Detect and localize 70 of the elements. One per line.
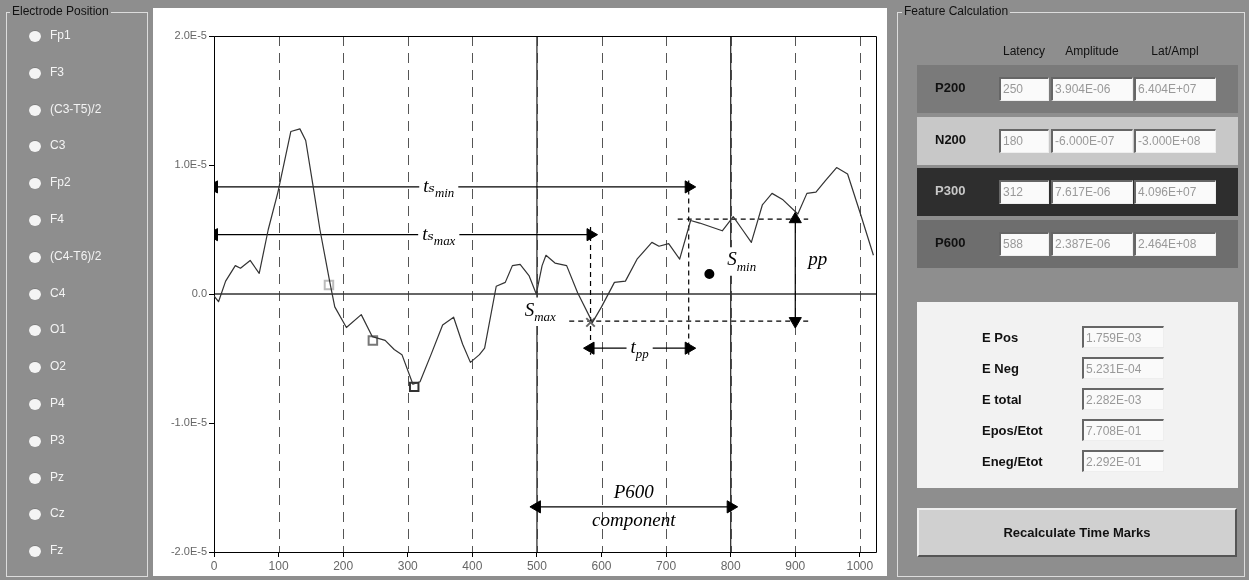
x-tick-label: 1000 [846,558,874,573]
text-field: 7.617E-06 [1051,180,1133,204]
text: Electrode Position [10,4,111,18]
text-field: 2.464E+08 [1134,231,1216,256]
text-field: 2.282E-03 [1082,388,1164,410]
y-tick-label: 2.0E-5 [174,29,207,42]
category-label: Fp1 [50,28,71,42]
text: Epos/Etot [982,423,1043,438]
y-tick-label: 1.0E-5 [174,158,207,171]
point [367,335,379,346]
x-tick-label: 400 [462,558,483,573]
text-field: 3.904E-06 [1051,77,1133,101]
point [408,381,420,393]
x-tick-label: 200 [333,558,354,573]
text-field: 250 [999,77,1049,101]
point [704,269,715,280]
category-label: N200 [935,131,967,147]
x-tick-label: 600 [591,558,612,573]
x-tick-label: 500 [526,558,548,573]
text-field: -6.000E-07 [1051,128,1133,153]
category-label: F4 [50,212,65,226]
category-label: P3 [50,432,65,447]
category-label: O1 [50,322,67,337]
category-label: C3 [50,138,66,153]
text: Recalculate Time Marks [917,508,1237,557]
x-tick-label: 100 [268,558,289,573]
category-label: F3 [50,64,65,79]
x-tick-label: 0 [210,558,218,573]
annotation: pp [806,248,828,270]
text-field: 588 [999,231,1049,256]
text: Eneg/Etot [982,454,1043,469]
x-tick-label: 300 [397,558,419,573]
text-field: 2.292E-01 [1082,450,1164,472]
category-label: P600 [935,234,966,250]
text: Feature Calculation [902,4,1011,18]
category-label: (C3-T5)/2 [50,101,102,116]
category-label: P200 [935,80,966,95]
category-label: Fp2 [50,175,71,190]
x-tick-label: 800 [720,558,742,573]
y-tick-label: -1.0E-5 [170,416,207,429]
text-field: 2.387E-06 [1051,231,1133,256]
category-label: O2 [50,359,67,374]
text: E Pos [982,330,1019,345]
text-field: 312 [999,180,1049,204]
category-label: P300 [935,183,966,198]
category-label: Fz [50,543,64,558]
category-label: P4 [50,396,65,410]
category-label: Cz [50,506,65,521]
y-tick-label: -2.0E-5 [170,545,207,558]
text-field: 6.404E+07 [1134,77,1216,101]
category-label: C4 [50,285,66,300]
text: E total [982,392,1022,407]
text-field: 4.096E+07 [1134,180,1216,204]
text-field: 1.759E-03 [1082,326,1164,348]
text-field: -3.000E+08 [1134,128,1216,153]
category-label: (C4-T6)/2 [50,248,102,263]
text: E Neg [982,361,1019,376]
y-tick-label: 0.0 [191,287,207,300]
category-label: Lat/Ampl [1150,44,1200,58]
text-field: 180 [999,128,1049,153]
x-tick-label: 900 [785,558,806,573]
category-label: Amplitude [1064,44,1120,58]
text-field: 5.231E-04 [1082,357,1164,379]
annotation: P600 component [592,480,677,531]
x-tick-label: 700 [656,558,677,573]
category-label: Pz [50,469,65,484]
category-label: Latency [1002,44,1046,58]
point [585,317,596,328]
text-field: 7.708E-01 [1082,419,1164,441]
point [323,279,335,291]
